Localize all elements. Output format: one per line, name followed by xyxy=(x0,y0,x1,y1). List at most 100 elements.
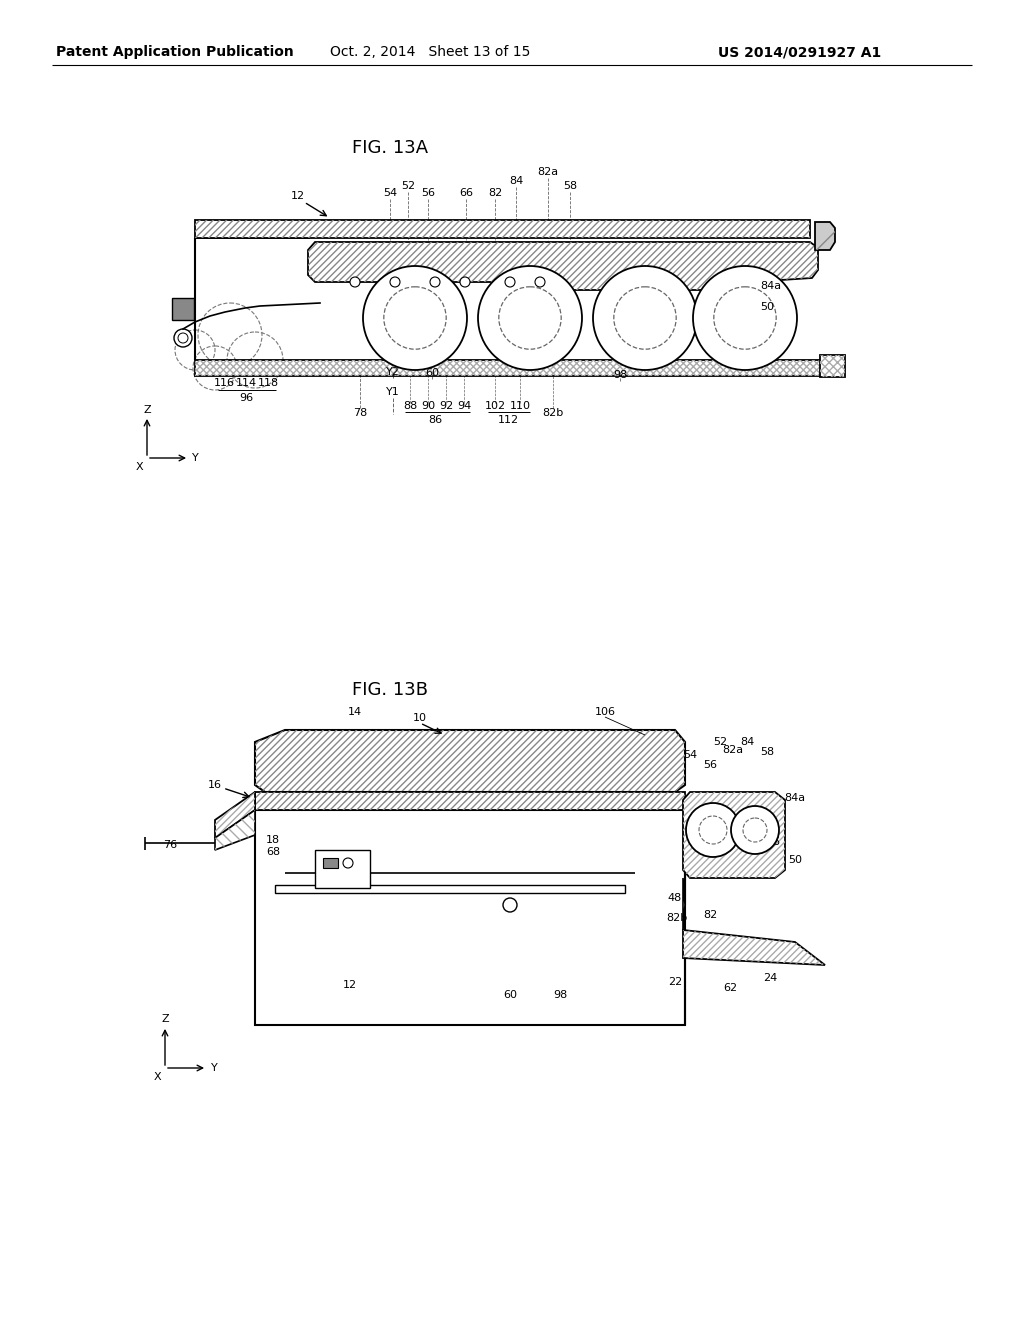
Circle shape xyxy=(350,277,360,286)
Circle shape xyxy=(460,277,470,286)
Text: 110: 110 xyxy=(510,401,530,411)
Bar xyxy=(820,355,845,378)
Circle shape xyxy=(178,333,188,343)
Text: 84a: 84a xyxy=(760,281,781,290)
Circle shape xyxy=(505,277,515,286)
Text: 60: 60 xyxy=(425,368,439,378)
Text: 60: 60 xyxy=(503,990,517,1001)
Text: 82: 82 xyxy=(702,909,717,920)
Text: 102: 102 xyxy=(484,401,506,411)
Text: 66: 66 xyxy=(766,837,780,847)
Text: Patent Application Publication: Patent Application Publication xyxy=(56,45,294,59)
Text: 118: 118 xyxy=(257,378,279,388)
Text: 106: 106 xyxy=(595,708,615,717)
Text: 12: 12 xyxy=(291,191,305,201)
Text: Y2: Y2 xyxy=(386,367,400,378)
Text: 56: 56 xyxy=(703,760,717,770)
Text: 78: 78 xyxy=(353,408,368,418)
Text: 52: 52 xyxy=(713,737,727,747)
Text: 24: 24 xyxy=(763,973,777,983)
Text: 82a: 82a xyxy=(538,168,558,177)
Bar xyxy=(172,298,194,319)
Bar xyxy=(195,360,825,376)
Bar xyxy=(195,220,810,238)
Text: Y: Y xyxy=(191,453,199,463)
Circle shape xyxy=(693,267,797,370)
Polygon shape xyxy=(255,792,685,810)
Bar xyxy=(195,360,825,376)
Text: 116: 116 xyxy=(213,378,234,388)
Text: 68: 68 xyxy=(266,847,280,857)
Bar xyxy=(255,810,685,1026)
Text: 114: 114 xyxy=(236,378,257,388)
Text: 98: 98 xyxy=(613,370,627,380)
Text: 96: 96 xyxy=(239,393,253,403)
Text: 48: 48 xyxy=(668,894,682,903)
Text: 12: 12 xyxy=(343,979,357,990)
Polygon shape xyxy=(683,792,785,878)
Polygon shape xyxy=(255,730,685,792)
Text: 16: 16 xyxy=(208,780,222,789)
Polygon shape xyxy=(815,222,835,249)
Text: 82: 82 xyxy=(487,187,502,198)
Text: 82b: 82b xyxy=(667,913,688,923)
Text: US 2014/0291927 A1: US 2014/0291927 A1 xyxy=(719,45,882,59)
Text: Z: Z xyxy=(161,1014,169,1024)
Text: 22: 22 xyxy=(668,977,682,987)
Text: 84: 84 xyxy=(740,737,754,747)
Bar xyxy=(195,220,810,238)
Circle shape xyxy=(362,267,467,370)
Text: 84: 84 xyxy=(509,176,523,186)
Text: 92: 92 xyxy=(439,401,454,411)
Text: FIG. 13A: FIG. 13A xyxy=(352,139,428,157)
Text: 82a: 82a xyxy=(723,744,743,755)
Circle shape xyxy=(686,803,740,857)
Text: 94: 94 xyxy=(457,401,471,411)
Text: X: X xyxy=(135,462,142,473)
Text: 58: 58 xyxy=(760,747,774,756)
Text: 14: 14 xyxy=(348,708,362,717)
Bar xyxy=(820,355,845,378)
Text: 58: 58 xyxy=(563,181,578,191)
Text: Y: Y xyxy=(211,1063,217,1073)
Text: 76: 76 xyxy=(163,840,177,850)
Text: 82b: 82b xyxy=(543,408,563,418)
Circle shape xyxy=(174,329,193,347)
Text: 54: 54 xyxy=(383,187,397,198)
Polygon shape xyxy=(215,810,255,850)
Circle shape xyxy=(593,267,697,370)
Text: 90: 90 xyxy=(421,401,435,411)
Polygon shape xyxy=(308,242,818,290)
Circle shape xyxy=(390,277,400,286)
Text: Z: Z xyxy=(143,405,151,414)
Bar xyxy=(323,858,338,869)
Text: 54: 54 xyxy=(683,750,697,760)
Bar xyxy=(275,884,625,894)
Text: 88: 88 xyxy=(402,401,417,411)
Text: 52: 52 xyxy=(401,181,415,191)
Circle shape xyxy=(503,898,517,912)
Polygon shape xyxy=(683,878,685,931)
Text: FIG. 13B: FIG. 13B xyxy=(352,681,428,700)
Text: X: X xyxy=(154,1072,161,1082)
Text: Y1: Y1 xyxy=(386,387,400,397)
Circle shape xyxy=(343,858,353,869)
Text: 56: 56 xyxy=(421,187,435,198)
Circle shape xyxy=(430,277,440,286)
Text: 66: 66 xyxy=(459,187,473,198)
Circle shape xyxy=(478,267,582,370)
Text: 112: 112 xyxy=(498,414,518,425)
Text: Oct. 2, 2014   Sheet 13 of 15: Oct. 2, 2014 Sheet 13 of 15 xyxy=(330,45,530,59)
Text: 62: 62 xyxy=(723,983,737,993)
Text: 98: 98 xyxy=(553,990,567,1001)
Text: 86: 86 xyxy=(428,414,442,425)
Circle shape xyxy=(731,807,779,854)
Text: 10: 10 xyxy=(413,713,427,723)
Bar xyxy=(315,850,370,888)
Circle shape xyxy=(535,277,545,286)
Text: 50: 50 xyxy=(788,855,802,865)
Polygon shape xyxy=(683,931,825,965)
Text: 18: 18 xyxy=(266,836,280,845)
Text: 50: 50 xyxy=(760,302,774,312)
Polygon shape xyxy=(215,792,255,838)
